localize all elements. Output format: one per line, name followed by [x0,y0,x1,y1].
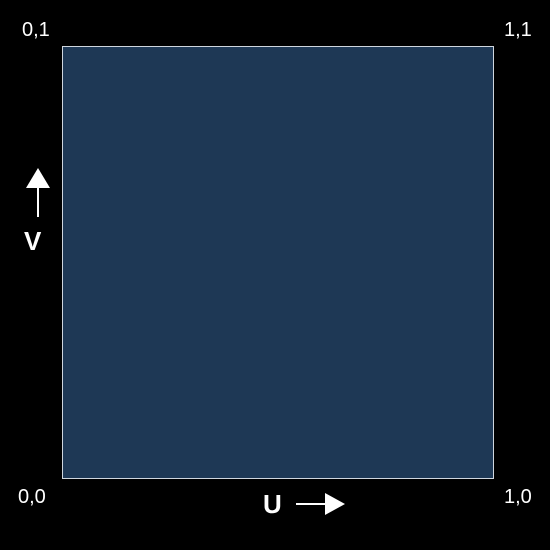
corner-label-bottom-right: 1,0 [504,486,532,508]
corner-label-top-right: 1,1 [504,19,532,41]
u-axis-label: U [263,489,282,519]
corner-label-bottom-left: 0,0 [18,486,46,508]
uv-square [62,46,494,479]
arrow-up-icon [26,168,50,217]
arrow-right-icon [296,493,345,515]
v-axis-label: V [24,226,42,256]
corner-label-top-left: 0,1 [22,19,50,41]
